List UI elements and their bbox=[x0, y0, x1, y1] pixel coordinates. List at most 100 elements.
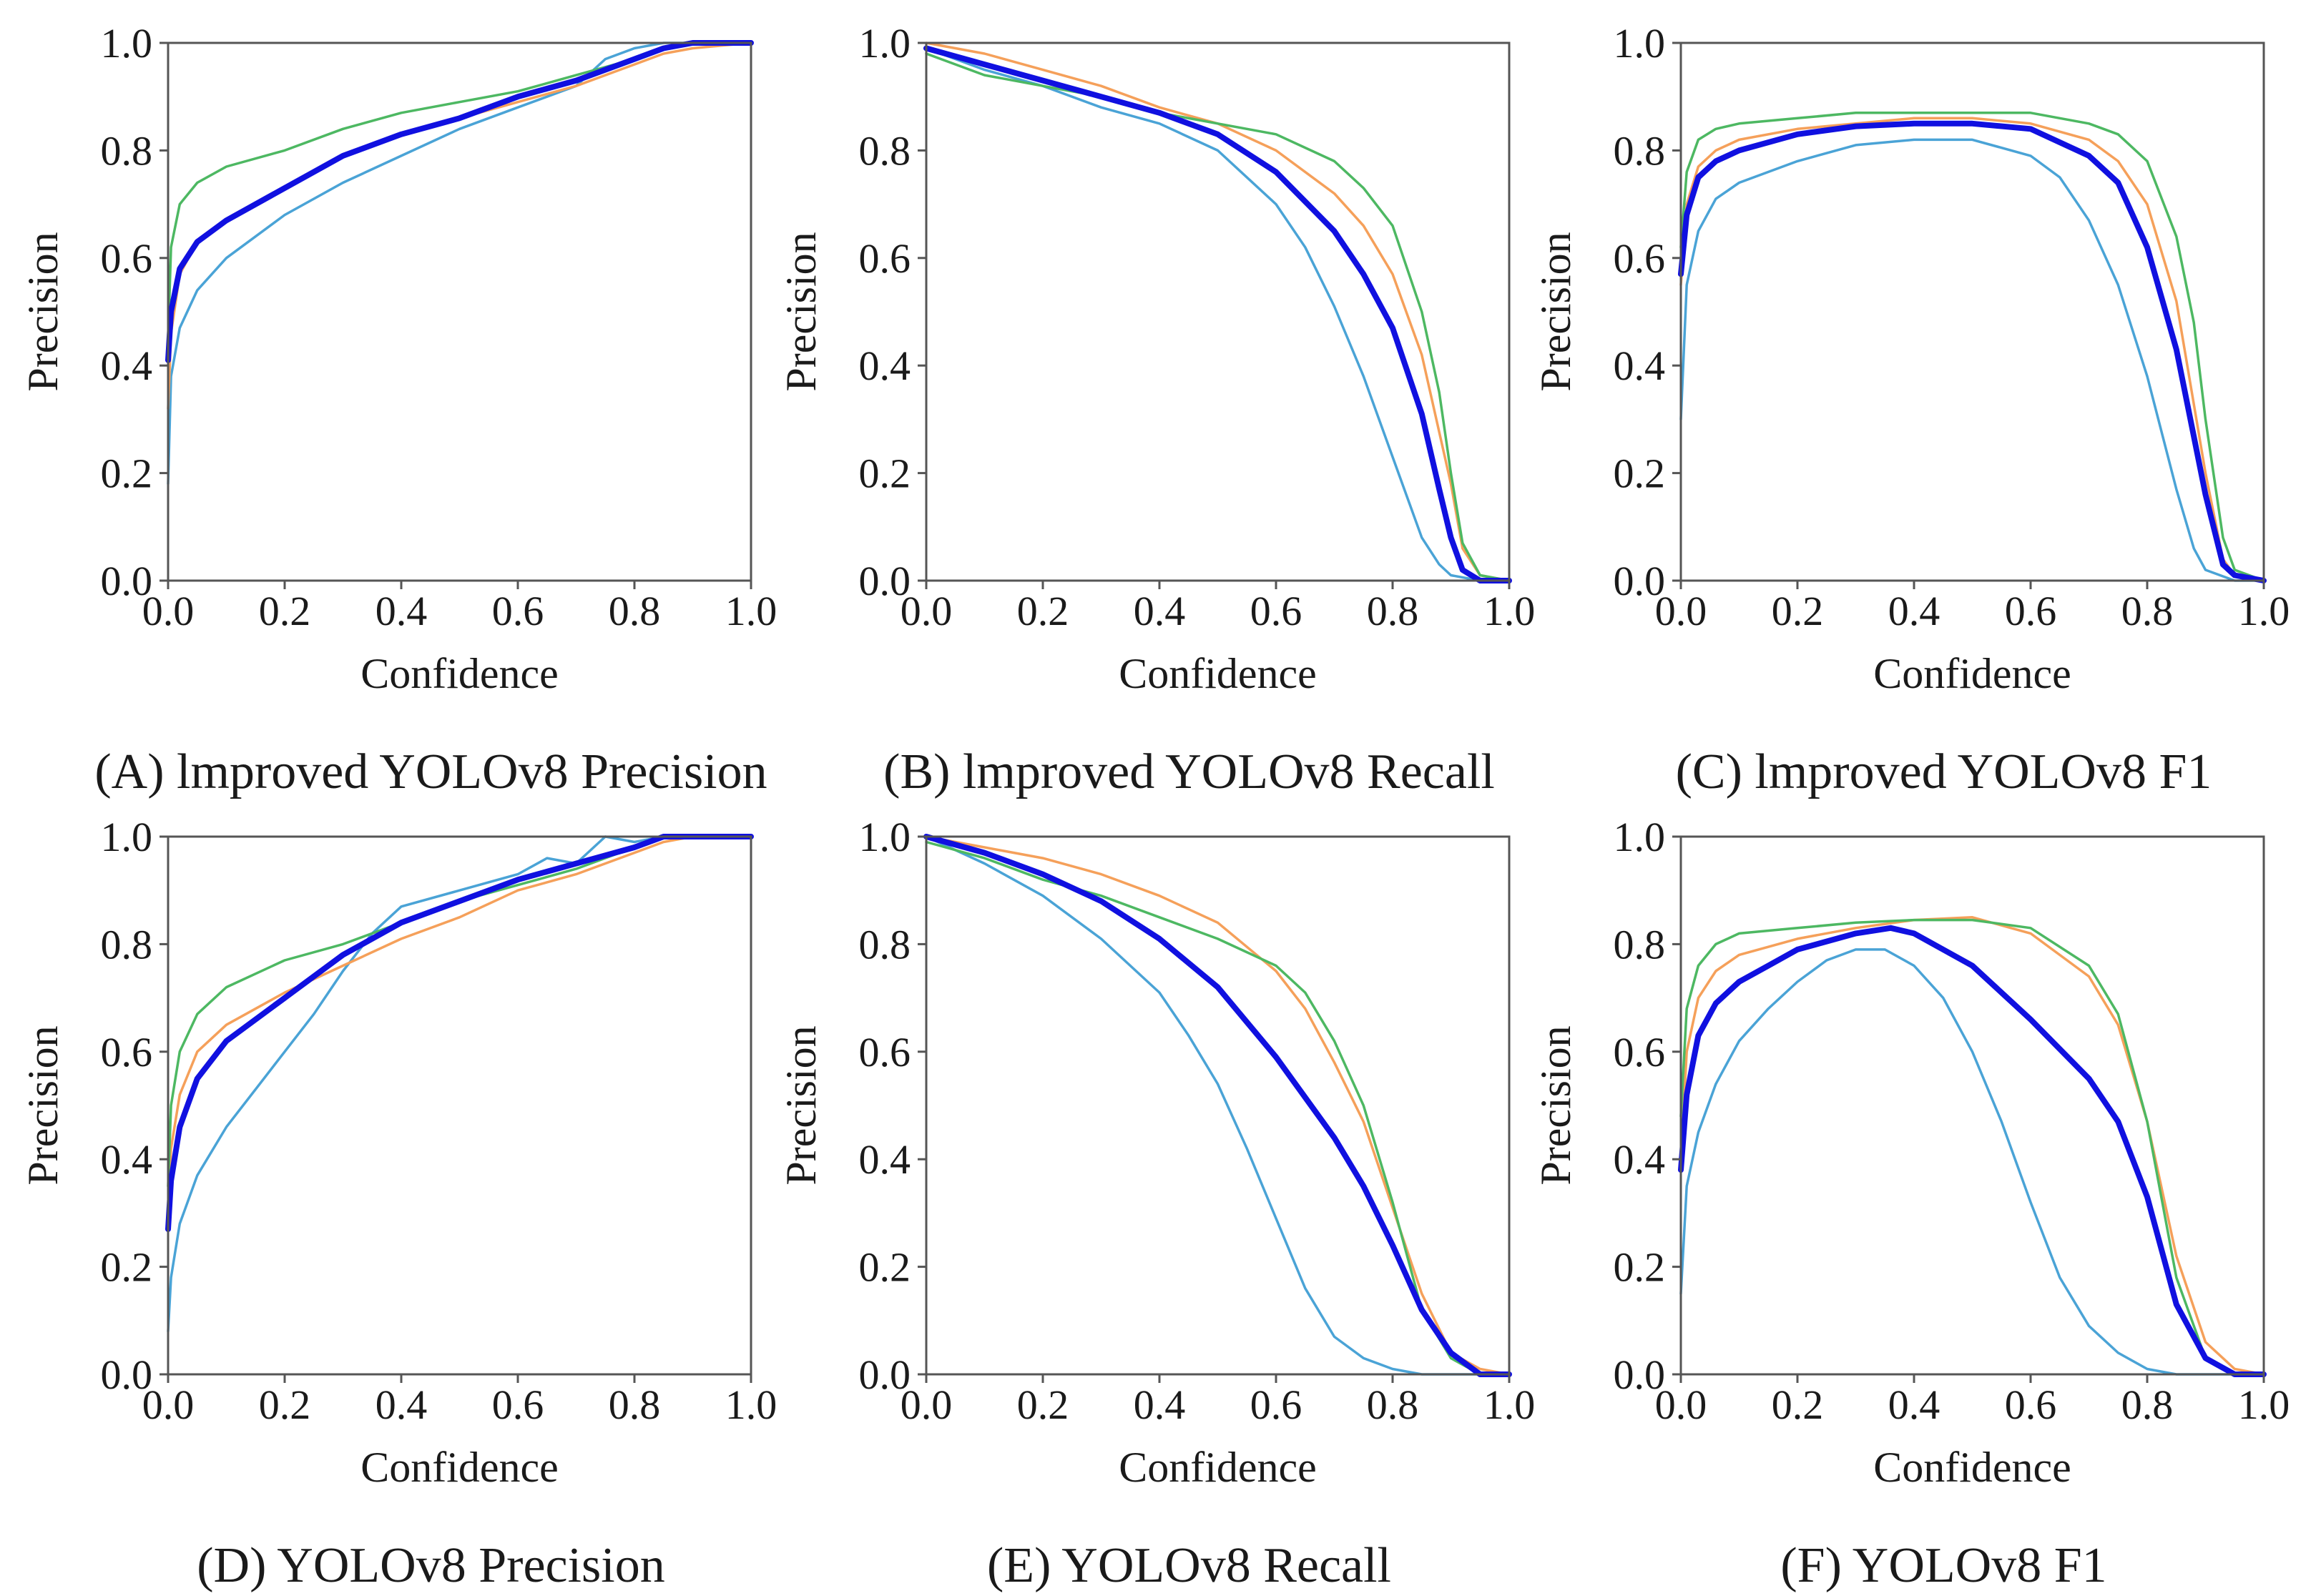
y-tick-label: 0.6 bbox=[1614, 1029, 1666, 1075]
x-tick-label: 1.0 bbox=[725, 588, 777, 634]
y-axis-label: Precision bbox=[777, 1025, 825, 1185]
series-line-all-classes bbox=[1678, 120, 2267, 583]
y-tick-label: 0.4 bbox=[101, 343, 153, 389]
y-tick-label: 0.4 bbox=[1614, 343, 1666, 389]
y-tick-label: 0.4 bbox=[101, 1136, 153, 1183]
x-tick-label: 0.0 bbox=[1655, 588, 1707, 634]
y-tick-label: 0.4 bbox=[1614, 1136, 1666, 1183]
panel-caption: (A) lmproved YOLOv8 Precision bbox=[94, 744, 767, 799]
x-tick-label: 0.4 bbox=[376, 1381, 428, 1428]
y-tick-label: 0.6 bbox=[859, 1029, 911, 1075]
x-tick-label: 0.4 bbox=[1134, 588, 1186, 634]
x-tick-label: 1.0 bbox=[2238, 588, 2290, 634]
chart-panel-b: 0.0 0.2 0.4 0.6 0.8 1.0 0.0 0.2 0.4 0.6 0.8 1.0 Conf… bbox=[777, 20, 1535, 799]
x-axis-label: Confidence bbox=[1873, 650, 2071, 697]
x-tick-label: 0.0 bbox=[142, 588, 195, 634]
x-tick-label: 1.0 bbox=[2238, 1381, 2290, 1428]
x-tick-label: 0.0 bbox=[901, 1381, 953, 1428]
x-tick-label: 1.0 bbox=[1483, 1381, 1536, 1428]
series-line-class-1 bbox=[1679, 948, 2265, 1376]
y-tick-label: 0.2 bbox=[101, 1244, 153, 1291]
x-tick-label: 0.2 bbox=[1017, 588, 1069, 634]
panel-caption: (E) YOLOv8 Recall bbox=[987, 1538, 1391, 1593]
panel-caption: (D) YOLOv8 Precision bbox=[197, 1538, 665, 1593]
y-tick-label: 0.6 bbox=[101, 235, 153, 282]
x-axis-label: Confidence bbox=[360, 1444, 559, 1491]
y-tick-label: 0.0 bbox=[1614, 558, 1666, 604]
x-tick-label: 1.0 bbox=[1483, 588, 1536, 634]
y-tick-label: 0.6 bbox=[859, 235, 911, 282]
y-tick-label: 0.2 bbox=[1614, 450, 1666, 497]
chart-panel-d: 0.0 0.2 0.4 0.6 0.8 1.0 0.0 0.2 0.4 0.6 0.8 1.0 Conf… bbox=[19, 814, 777, 1593]
x-axis-label: Confidence bbox=[1119, 650, 1317, 697]
y-axis-label: Precision bbox=[1532, 232, 1579, 391]
y-tick-label: 0.0 bbox=[859, 558, 911, 604]
y-tick-label: 0.2 bbox=[1614, 1244, 1666, 1291]
chart-panel-a: 0.0 0.2 0.4 0.6 0.8 1.0 0.0 0.2 0.4 0.6 0.8 1.0 Conf… bbox=[19, 20, 777, 799]
plot-frame bbox=[1679, 41, 2265, 582]
y-tick-label: 0.2 bbox=[859, 1244, 911, 1291]
series-line-class-2 bbox=[167, 41, 752, 410]
x-axis-label: Confidence bbox=[1119, 1444, 1317, 1491]
x-tick-label: 0.8 bbox=[609, 1381, 661, 1428]
x-axis-label: Confidence bbox=[360, 650, 559, 697]
series-line-class-2 bbox=[925, 835, 1511, 1376]
y-tick-label: 0.8 bbox=[859, 127, 911, 174]
y-tick-label: 0.0 bbox=[101, 558, 153, 604]
x-tick-label: 0.6 bbox=[2005, 588, 2057, 634]
x-tick-label: 0.4 bbox=[376, 588, 428, 634]
series-line-class-3 bbox=[1679, 112, 2265, 582]
y-tick-label: 0.8 bbox=[101, 127, 153, 174]
panel-caption: (F) YOLOv8 F1 bbox=[1780, 1538, 2106, 1593]
x-tick-label: 0.6 bbox=[1250, 588, 1302, 634]
series-line-class-3 bbox=[1679, 918, 2265, 1376]
x-tick-label: 0.8 bbox=[609, 588, 661, 634]
series-line-class-2 bbox=[167, 835, 752, 1215]
series-line-class-2 bbox=[1679, 117, 2265, 582]
y-axis-label: Precision bbox=[19, 1025, 67, 1185]
series-line-class-1 bbox=[1679, 138, 2265, 582]
series-line-class-1 bbox=[925, 835, 1511, 1376]
y-tick-label: 0.0 bbox=[1614, 1351, 1666, 1398]
series-line-class-3 bbox=[167, 41, 752, 340]
y-tick-label: 0.8 bbox=[859, 921, 911, 967]
series-line-class-1 bbox=[167, 41, 752, 486]
plot-frame bbox=[925, 835, 1511, 1376]
chart-panel-e: 0.0 0.2 0.4 0.6 0.8 1.0 0.0 0.2 0.4 0.6 0.8 1.0 Conf… bbox=[777, 814, 1535, 1593]
x-tick-label: 0.6 bbox=[492, 1381, 544, 1428]
x-tick-label: 0.8 bbox=[2121, 588, 2174, 634]
x-tick-label: 0.8 bbox=[2121, 1381, 2174, 1428]
chart-panel-c: 0.0 0.2 0.4 0.6 0.8 1.0 0.0 0.2 0.4 0.6 0.8 1.0 Conf… bbox=[1532, 20, 2290, 799]
x-axis-label: Confidence bbox=[1873, 1444, 2071, 1491]
panel-caption: (B) lmproved YOLOv8 Recall bbox=[883, 744, 1495, 799]
y-tick-label: 0.6 bbox=[1614, 235, 1666, 282]
series-line-class-3 bbox=[167, 835, 752, 1188]
chart-panel-f: 0.0 0.2 0.4 0.6 0.8 1.0 0.0 0.2 0.4 0.6 0.8 1.0 Conf… bbox=[1532, 814, 2290, 1593]
x-tick-label: 0.2 bbox=[1772, 1381, 1824, 1428]
series-line-all-classes bbox=[923, 834, 1512, 1377]
plot-frame bbox=[167, 835, 752, 1376]
y-axis-label: Precision bbox=[19, 232, 67, 391]
y-tick-label: 0.4 bbox=[859, 1136, 911, 1183]
y-tick-label: 0.4 bbox=[859, 343, 911, 389]
x-tick-label: 0.6 bbox=[2005, 1381, 2057, 1428]
x-tick-label: 0.6 bbox=[1250, 1381, 1302, 1428]
x-tick-label: 0.4 bbox=[1134, 1381, 1186, 1428]
plot-frame bbox=[167, 41, 752, 582]
x-tick-label: 0.2 bbox=[1772, 588, 1824, 634]
x-tick-label: 0.2 bbox=[259, 1381, 311, 1428]
y-tick-label: 0.0 bbox=[859, 1351, 911, 1398]
y-axis-label: Precision bbox=[777, 232, 825, 391]
x-tick-label: 0.0 bbox=[901, 588, 953, 634]
series-line-class-2 bbox=[1679, 916, 2265, 1376]
y-tick-label: 0.8 bbox=[101, 921, 153, 967]
x-tick-label: 0.2 bbox=[259, 588, 311, 634]
series-line-all-classes bbox=[165, 834, 754, 1232]
y-tick-label: 1.0 bbox=[1614, 814, 1666, 860]
x-tick-label: 0.8 bbox=[1367, 1381, 1419, 1428]
series-line-all-classes bbox=[923, 45, 1512, 583]
y-tick-label: 1.0 bbox=[1614, 20, 1666, 66]
x-tick-label: 0.0 bbox=[1655, 1381, 1707, 1428]
y-tick-label: 1.0 bbox=[859, 814, 911, 860]
